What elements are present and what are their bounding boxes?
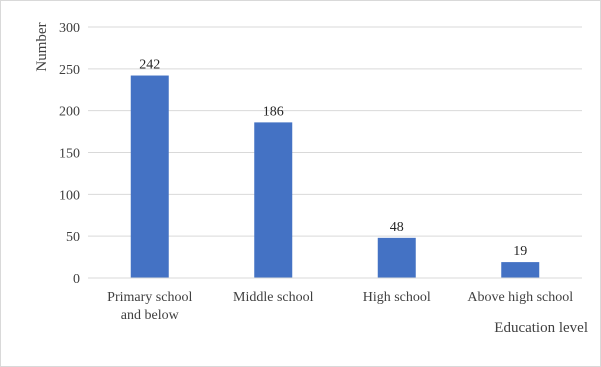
y-tick-label: 200 — [59, 105, 80, 120]
bar — [254, 122, 293, 278]
x-axis-title: Education level — [494, 320, 588, 336]
x-category-label: Middle school — [233, 290, 314, 305]
bar — [501, 262, 540, 278]
bar — [377, 237, 416, 278]
y-tick-label: 100 — [59, 188, 80, 203]
x-category-label: and below — [121, 308, 180, 323]
data-label: 19 — [513, 244, 527, 259]
y-tick-label: 0 — [73, 272, 80, 287]
y-tick-label: 250 — [59, 63, 80, 78]
y-tick-label: 150 — [59, 147, 80, 162]
bar — [130, 75, 169, 278]
data-label: 48 — [390, 220, 404, 235]
y-axis-title: Number — [34, 22, 50, 71]
x-category-label: Primary school — [107, 290, 192, 305]
x-axis-categories: Primary school and below Middle school High… — [107, 290, 573, 323]
y-tick-label: 300 — [59, 21, 80, 36]
data-labels: 242 186 48 19 — [139, 58, 527, 260]
data-label: 242 — [139, 58, 160, 73]
y-axis-ticks: 0 50 100 150 200 250 300 — [59, 21, 80, 287]
gridlines — [88, 26, 582, 237]
x-category-label: Above high school — [467, 290, 573, 305]
x-category-label: High school — [363, 290, 431, 305]
data-label: 186 — [263, 104, 284, 119]
y-tick-label: 50 — [66, 230, 80, 245]
bars — [130, 75, 540, 278]
